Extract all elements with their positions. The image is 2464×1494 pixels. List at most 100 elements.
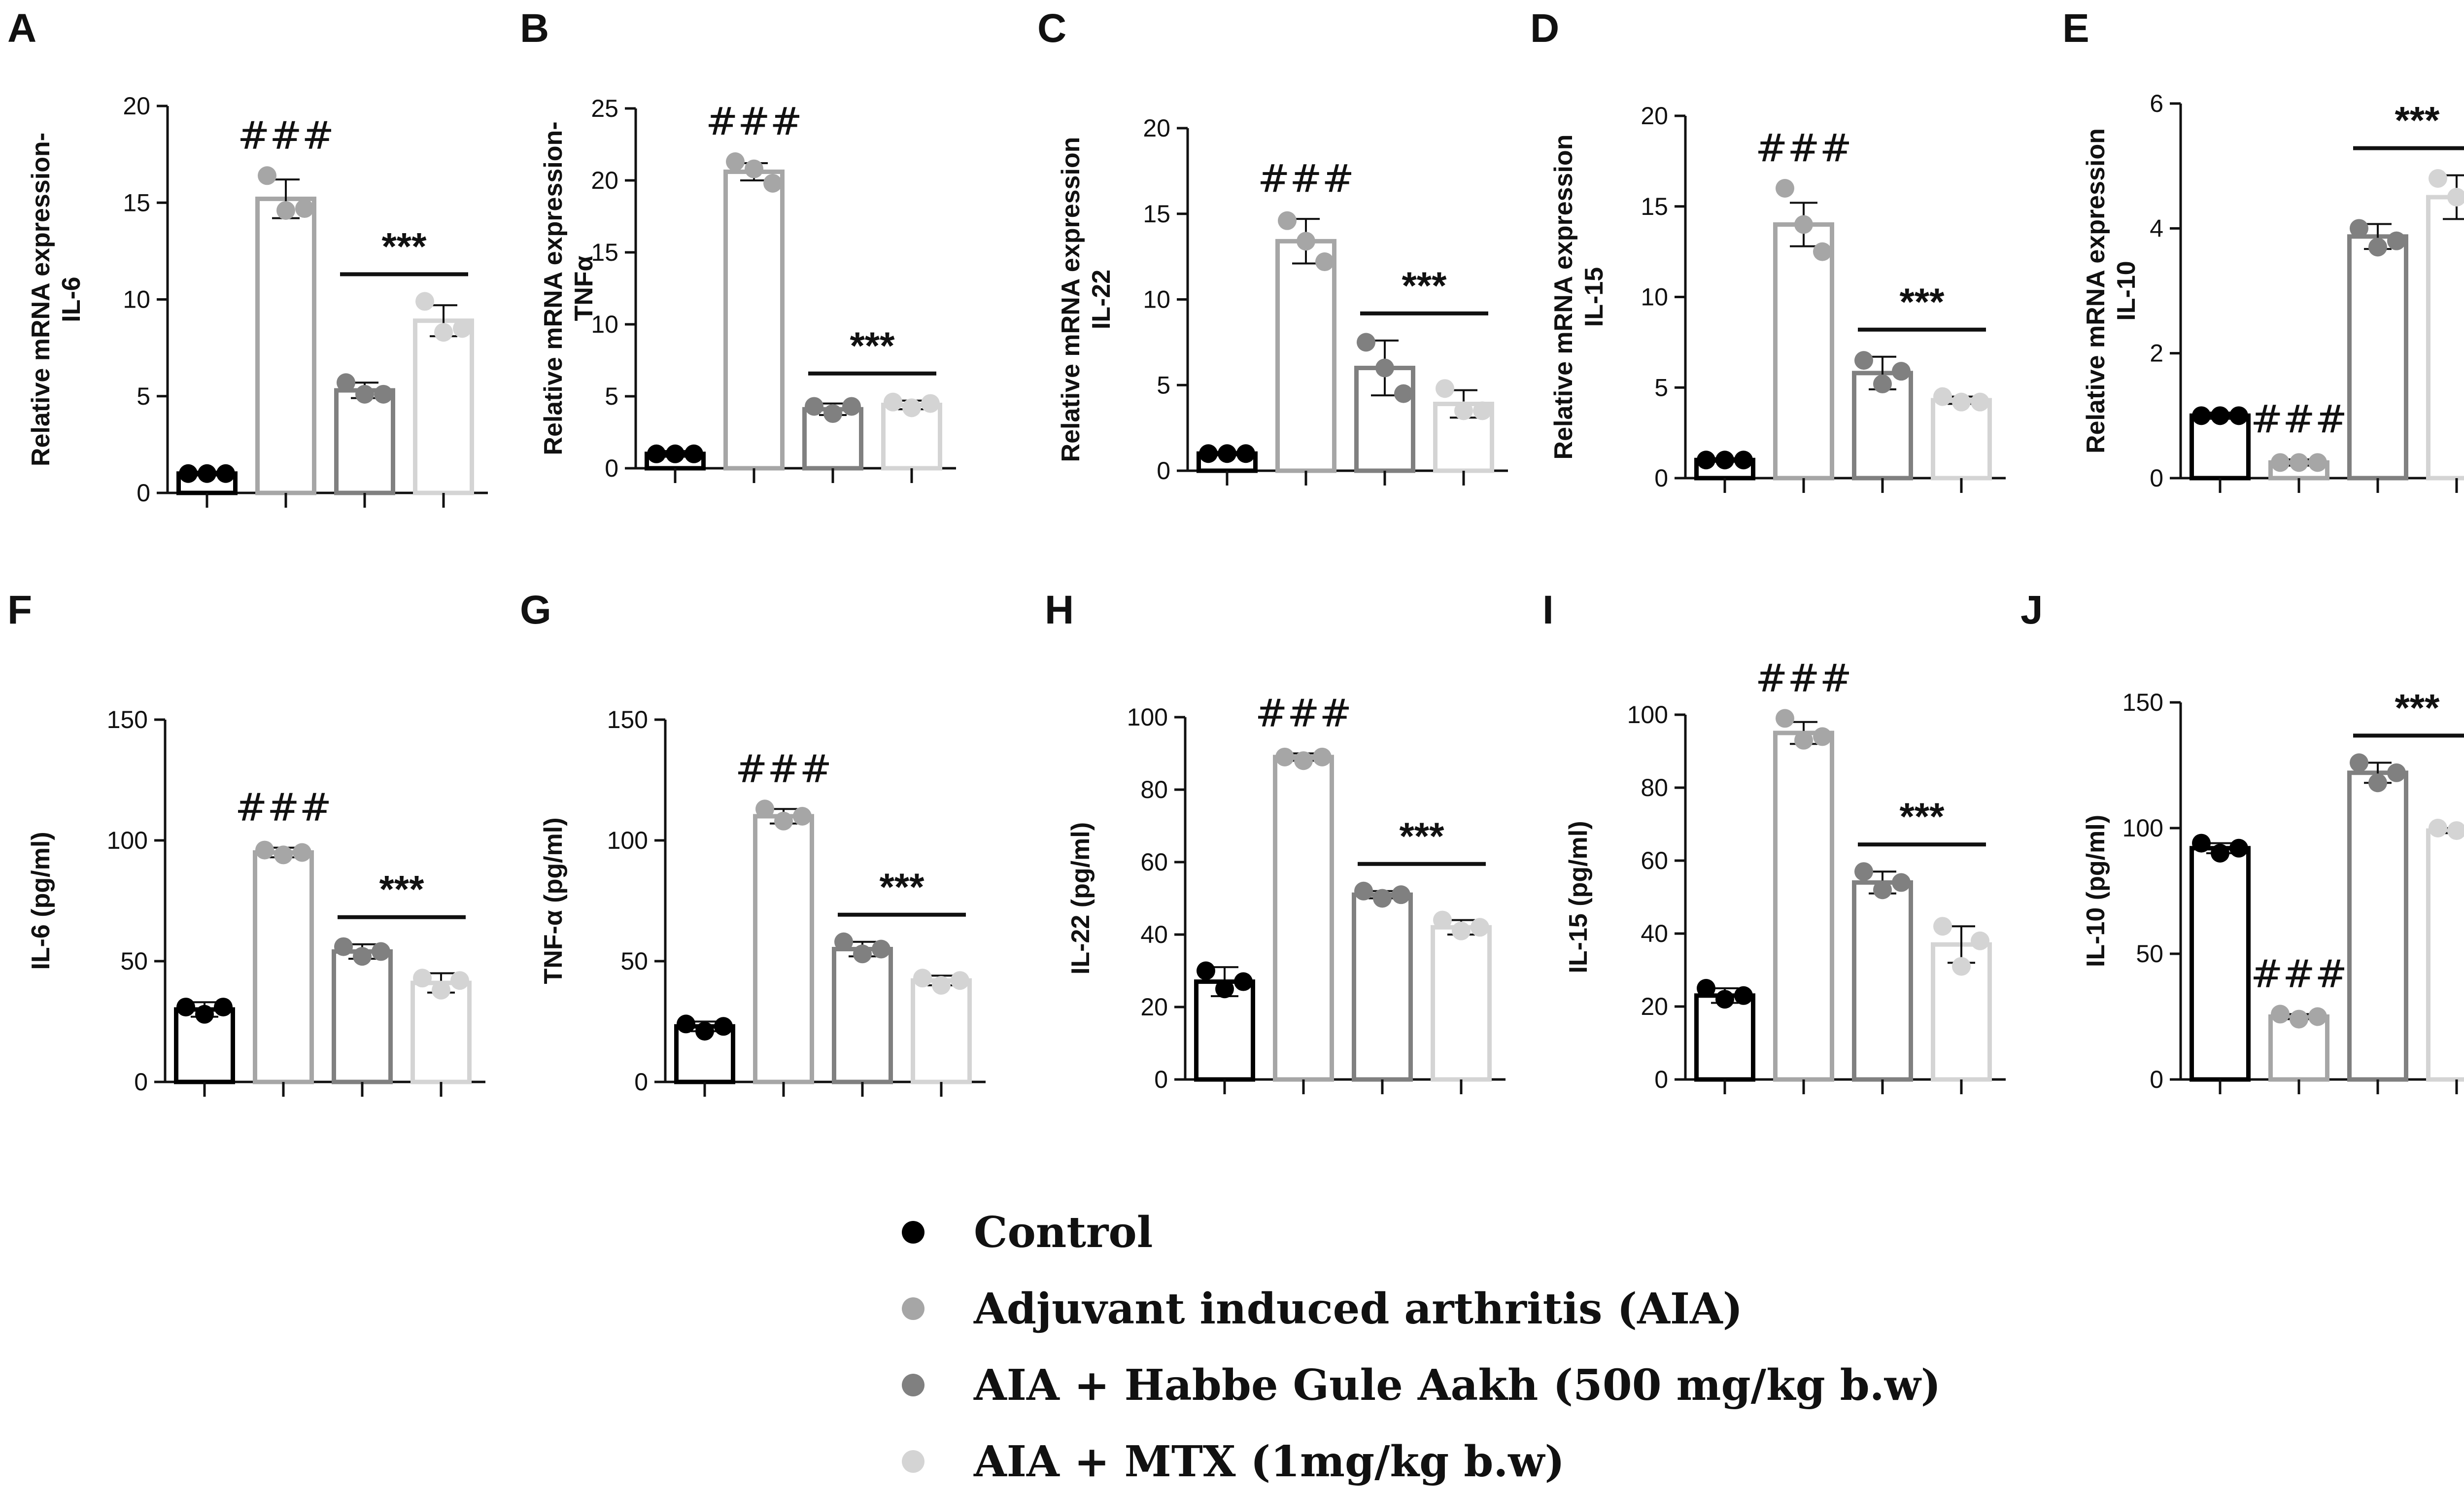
data-point-f-1 xyxy=(214,998,233,1017)
data-point-j-3 xyxy=(2368,773,2387,793)
data-point-f-3 xyxy=(353,947,372,966)
data-point-j-3 xyxy=(2387,763,2406,782)
data-point-b-3 xyxy=(842,397,861,416)
data-point-f-4 xyxy=(413,969,432,988)
data-point-c-4 xyxy=(1473,401,1492,420)
data-point-c-4 xyxy=(1454,401,1473,420)
y-tick-label-i: 60 xyxy=(1641,847,1668,874)
legend-item-habbe: AIA + Habbe Gule Aakh (500 mg/kg b.w) xyxy=(902,1355,1941,1415)
significance-stars-a: *** xyxy=(381,224,427,268)
legend-item-aia: Adjuvant induced arthritis (AIA) xyxy=(902,1279,1743,1338)
data-point-d-1 xyxy=(1715,451,1734,470)
data-point-a-4 xyxy=(415,292,434,311)
y-axis-label-a: Relative mRNA expression- xyxy=(27,133,55,466)
panel-letter-d: D xyxy=(1530,6,1559,51)
data-point-a-3 xyxy=(355,384,374,404)
data-point-b-1 xyxy=(684,444,703,463)
data-point-g-4 xyxy=(951,971,969,990)
data-point-f-3 xyxy=(372,942,390,961)
data-point-h-1 xyxy=(1215,979,1234,999)
significance-stars-j: *** xyxy=(2395,686,2440,729)
y-axis-label-c: Relative mRNA expression xyxy=(1057,137,1085,462)
data-point-e-1 xyxy=(2229,406,2248,425)
y-tick-label-h: 40 xyxy=(1140,921,1168,948)
y-axis-label-a-2: IL-6 xyxy=(57,277,86,322)
y-tick-label-a: 15 xyxy=(123,189,150,216)
data-point-j-1 xyxy=(2229,838,2248,858)
data-point-a-1 xyxy=(216,464,235,483)
y-tick-label-b: 15 xyxy=(591,239,618,266)
legend-item-mtx: AIA + MTX (1mg/kg b.w) xyxy=(902,1432,1565,1491)
data-point-j-2 xyxy=(2308,1007,2327,1026)
legend-item-control: Control xyxy=(902,1203,1153,1262)
y-tick-label-j: 0 xyxy=(2150,1066,2163,1093)
data-point-a-2 xyxy=(276,201,295,220)
panel-letter-b: B xyxy=(520,6,549,51)
data-point-d-4 xyxy=(1971,392,1989,412)
data-point-a-4 xyxy=(434,323,453,342)
data-point-b-4 xyxy=(902,398,921,417)
significance-stars-d: *** xyxy=(1899,280,1945,323)
significance-hash-i: ### xyxy=(1755,656,1852,700)
data-point-i-4 xyxy=(1933,917,1952,936)
data-point-f-2 xyxy=(274,845,293,865)
bar-i-3 xyxy=(1852,880,1913,1082)
data-point-j-1 xyxy=(2211,844,2229,863)
bar-g-3 xyxy=(832,947,893,1084)
data-point-g-3 xyxy=(834,932,853,951)
data-point-e-4 xyxy=(2429,169,2447,188)
data-point-i-4 xyxy=(1971,931,1989,950)
data-point-h-4 xyxy=(1471,918,1489,937)
data-point-a-4 xyxy=(453,319,472,338)
data-point-j-4 xyxy=(2429,819,2447,837)
y-tick-label-b: 0 xyxy=(605,454,618,482)
y-tick-label-g: 0 xyxy=(634,1068,648,1096)
data-point-g-1 xyxy=(714,1017,733,1036)
data-point-e-3 xyxy=(2368,238,2387,257)
y-tick-label-c: 10 xyxy=(1143,286,1170,313)
data-point-f-4 xyxy=(432,980,450,1000)
y-tick-label-f: 100 xyxy=(107,827,148,854)
data-point-c-1 xyxy=(1199,444,1218,463)
bar-c-2 xyxy=(1275,239,1336,473)
y-tick-label-g: 150 xyxy=(607,706,648,733)
data-point-g-1 xyxy=(677,1014,695,1034)
data-point-d-4 xyxy=(1933,387,1952,406)
data-point-h-1 xyxy=(1197,961,1215,980)
data-point-f-3 xyxy=(334,937,353,956)
data-point-f-1 xyxy=(195,1005,214,1024)
significance-hash-f: ### xyxy=(235,786,332,830)
legend-label-control: Control xyxy=(974,1207,1153,1257)
y-tick-label-f: 50 xyxy=(120,947,148,975)
bar-a-3 xyxy=(334,388,395,495)
data-point-d-1 xyxy=(1734,451,1753,470)
significance-hash-e: ### xyxy=(2251,397,2347,442)
data-point-e-4 xyxy=(2447,188,2464,207)
data-point-a-2 xyxy=(258,166,276,185)
significance-stars-c: *** xyxy=(1402,264,1447,307)
data-point-b-2 xyxy=(726,152,745,172)
significance-hash-b: ### xyxy=(706,100,802,144)
data-point-f-1 xyxy=(176,998,195,1017)
data-point-e-3 xyxy=(2387,231,2406,250)
y-tick-label-c: 15 xyxy=(1143,200,1170,228)
y-tick-label-i: 100 xyxy=(1627,701,1668,729)
data-point-a-3 xyxy=(374,384,393,404)
significance-hash-a: ### xyxy=(238,113,334,158)
data-point-b-3 xyxy=(823,404,842,423)
y-tick-label-g: 50 xyxy=(620,947,648,975)
panel-letter-j: J xyxy=(2020,588,2043,632)
panel-letter-f: F xyxy=(7,588,32,632)
data-point-a-2 xyxy=(295,199,314,218)
y-axis-label-d: Relative mRNA expression xyxy=(1549,135,1578,460)
data-point-h-3 xyxy=(1392,885,1410,904)
bar-a-2 xyxy=(255,196,316,495)
data-point-c-3 xyxy=(1357,333,1375,352)
y-tick-label-i: 40 xyxy=(1641,920,1668,947)
y-tick-label-a: 0 xyxy=(137,479,150,507)
data-point-f-4 xyxy=(450,971,469,990)
data-point-d-2 xyxy=(1813,242,1832,261)
y-axis-label-f: IL-6 (pg/ml) xyxy=(27,832,55,970)
y-tick-label-h: 20 xyxy=(1140,993,1168,1021)
significance-hash-g: ### xyxy=(735,747,832,791)
